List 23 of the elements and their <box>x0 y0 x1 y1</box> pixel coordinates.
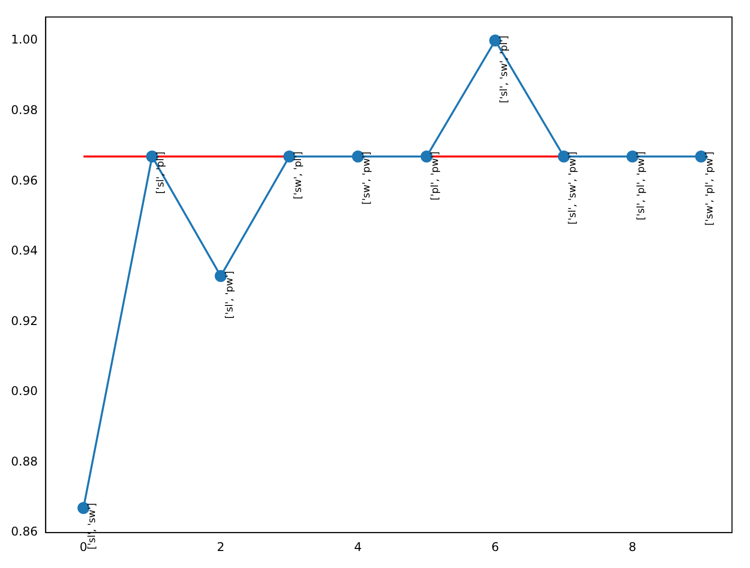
x-tick-label: 0 <box>80 540 88 554</box>
y-tick-label: 0.94 <box>11 244 38 258</box>
x-tick-label: 6 <box>491 540 500 554</box>
annotation: ['sl', 'pl', 'pw'] <box>636 151 648 220</box>
annotation: ['sw', 'pl', 'pw'] <box>704 151 716 226</box>
y-tick-label: 0.86 <box>11 524 38 539</box>
y-tick-label: 1.00 <box>11 32 38 47</box>
annotation: ['sw', 'pl'] <box>292 151 304 200</box>
annotation: ['sl', 'pl'] <box>156 151 167 194</box>
x-tick-label: 4 <box>354 540 362 554</box>
y-tick-label: 0.90 <box>11 384 38 398</box>
y-tick-label: 0.96 <box>11 173 38 188</box>
x-tick-label: 8 <box>628 540 636 554</box>
annotation: ['sw', 'pw'] <box>362 151 373 205</box>
annotation: ['sl', 'sw', 'pl'] <box>498 35 510 104</box>
annotation: ['sl', 'pw'] <box>224 270 236 319</box>
y-tick-label: 0.92 <box>11 314 38 328</box>
x-tick-label: 2 <box>216 540 225 554</box>
y-tick-label: 0.88 <box>11 454 38 468</box>
y-tick-label: 0.98 <box>11 102 38 117</box>
annotation: ['pl', 'pw'] <box>430 151 442 200</box>
annotation: ['sl', 'sw', 'pw'] <box>567 151 578 224</box>
annotation: ['sl', 'sw'] <box>87 502 98 550</box>
